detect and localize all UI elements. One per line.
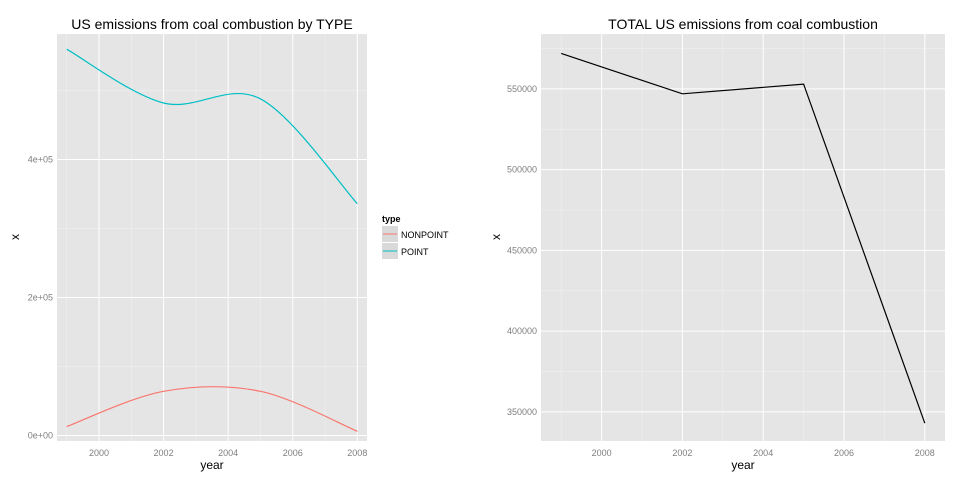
y-tick-label: 2e+05 <box>28 293 53 303</box>
x-axis-label: year <box>200 458 223 472</box>
y-tick-label: 350000 <box>507 407 537 417</box>
x-tick-label: 2008 <box>915 448 935 458</box>
y-tick-labels: 350000 400000 450000 500000 550000 <box>507 84 537 417</box>
data-point <box>357 431 359 433</box>
x-tick-label: 2004 <box>218 448 238 458</box>
series-line-point <box>66 48 358 205</box>
series-line-nonpoint <box>66 386 358 432</box>
x-tick-label: 2006 <box>283 448 303 458</box>
chart-title: TOTAL US emissions from coal combustion <box>608 16 878 32</box>
y-tick-label: 4e+05 <box>28 155 53 165</box>
chart-type-panel: US emissions from coal combustion by TYP… <box>8 16 449 472</box>
plot-background <box>57 34 367 441</box>
grid-lines <box>57 34 367 441</box>
data-point <box>357 203 359 205</box>
series-lines <box>560 52 926 424</box>
y-tick-label: 500000 <box>507 165 537 175</box>
data-point <box>163 391 165 393</box>
data-point <box>260 98 262 100</box>
x-tick-label: 2000 <box>89 448 109 458</box>
data-point <box>682 93 684 95</box>
x-tick-label: 2004 <box>753 448 773 458</box>
y-axis-label: x <box>489 234 503 240</box>
data-point <box>803 83 805 85</box>
data-point <box>260 391 262 393</box>
chart-total-panel: TOTAL US emissions from coal combustion … <box>489 16 945 472</box>
legend-label-point: POINT <box>401 247 429 257</box>
y-tick-labels: 0e+00 2e+05 4e+05 <box>28 155 53 441</box>
data-point <box>163 102 165 104</box>
data-point <box>66 426 68 428</box>
y-tick-label: 450000 <box>507 245 537 255</box>
x-tick-label: 2002 <box>672 448 692 458</box>
x-tick-label: 2002 <box>154 448 174 458</box>
series-lines <box>66 48 358 432</box>
legend-label-nonpoint: NONPOINT <box>401 230 449 240</box>
x-tick-label: 2006 <box>834 448 854 458</box>
legend-title: type <box>382 214 401 224</box>
data-point <box>924 422 926 424</box>
data-point <box>560 53 562 55</box>
chart-title: US emissions from coal combustion by TYP… <box>71 16 352 32</box>
x-tick-label: 2008 <box>347 448 367 458</box>
x-axis-label: year <box>731 458 754 472</box>
y-axis-label: x <box>8 234 22 240</box>
x-tick-labels: 2000 2002 2004 2006 2008 <box>89 448 367 458</box>
series-line <box>561 52 926 424</box>
legend: type NONPOINT POINT <box>382 214 449 259</box>
y-tick-label: 400000 <box>507 326 537 336</box>
x-tick-labels: 2000 2002 2004 2006 2008 <box>592 448 935 458</box>
y-tick-label: 550000 <box>507 84 537 94</box>
y-tick-label: 0e+00 <box>28 430 53 440</box>
plot-background <box>541 34 945 441</box>
data-point <box>66 48 68 50</box>
x-tick-label: 2000 <box>592 448 612 458</box>
